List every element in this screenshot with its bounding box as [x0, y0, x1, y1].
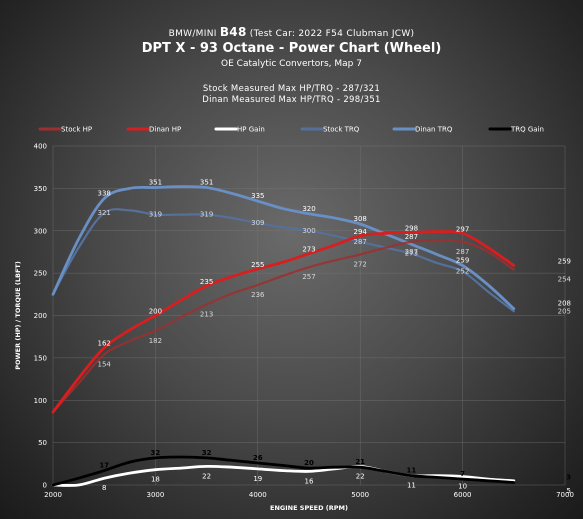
series-line-hp-gain — [51, 464, 516, 487]
data-label-trq-gain: 21 — [355, 458, 365, 466]
data-label-stock-trq: 287 — [354, 238, 367, 246]
stock-max-text: Stock Measured Max HP/TRQ - 287/321 — [202, 84, 381, 94]
data-label-stock-trq: 309 — [251, 219, 264, 227]
data-label-hp-gain: 16 — [305, 477, 314, 485]
y-tick-label: 200 — [34, 312, 47, 320]
data-label-dinan-hp: 259 — [558, 257, 571, 265]
y-tick-label: 150 — [34, 354, 47, 362]
data-label-stock-hp: 154 — [98, 360, 112, 368]
data-label-trq-gain: 11 — [407, 467, 417, 475]
x-tick-label: 4000 — [249, 491, 267, 499]
data-label-stock-hp: 213 — [200, 310, 213, 318]
data-label-stock-hp: 287 — [456, 248, 469, 256]
data-label-dinan-trq: 308 — [354, 215, 367, 223]
test-car-label: (Test Car: 2022 F54 Clubman JCW) — [249, 29, 415, 39]
chart-title: DPT X - 93 Octane - Power Chart (Wheel) — [141, 41, 442, 56]
data-label-trq-gain: 32 — [202, 449, 212, 457]
grid: 0 50 100 150 200 250 300 350 400 2000 3000 4000 5000… — [34, 143, 574, 500]
legend: Stock HP Dinan HP HP Gain Stock TRQ Dinan TR… — [38, 126, 544, 134]
chart-subtitle: OE Catalytic Convertors, Map 7 — [221, 59, 362, 69]
axes: ENGINE SPEED (RPM) POWER (HP) / TORQUE (… — [14, 261, 348, 512]
data-label-stock-trq: 273 — [405, 250, 418, 258]
data-label-hp-gain: 18 — [151, 476, 160, 484]
data-label-stock-trq: 300 — [302, 227, 315, 235]
data-label-dinan-hp: 298 — [405, 224, 418, 232]
data-label-stock-trq: 252 — [456, 267, 469, 275]
data-label-stock-hp: 272 — [354, 260, 367, 268]
y-axis-title: POWER (HP) / TORQUE (LBFT) — [14, 261, 22, 370]
x-tick-label: 7000 — [556, 491, 574, 499]
y-tick-label: 400 — [34, 143, 47, 151]
series-line-stock-trq — [51, 208, 515, 313]
x-tick-label: 5000 — [351, 491, 369, 499]
data-label-dinan-hp: 235 — [200, 278, 213, 286]
data-label-dinan-trq: 287 — [405, 233, 418, 241]
series-line-dinan-hp — [51, 230, 516, 414]
data-label-stock-hp: 182 — [149, 337, 162, 345]
data-label-dinan-trq: 259 — [456, 256, 469, 264]
legend-label-stock-trq: Stock TRQ — [323, 126, 360, 134]
series-line-stock-hp — [51, 238, 515, 414]
y-tick-label: 350 — [34, 185, 47, 193]
x-tick-label: 3000 — [146, 491, 164, 499]
data-label-dinan-hp: 273 — [302, 246, 315, 254]
legend-label-dinan-trq: Dinan TRQ — [415, 126, 453, 134]
y-tick-label: 300 — [34, 227, 47, 235]
data-label-trq-gain: 7 — [460, 470, 465, 478]
data-label-dinan-hp: 162 — [98, 340, 111, 348]
legend-label-stock-hp: Stock HP — [61, 126, 92, 134]
x-axis-title: ENGINE SPEED (RPM) — [270, 504, 348, 512]
brand-label: BMW/MINI — [168, 29, 217, 39]
engine-code: B48 — [219, 25, 247, 39]
dinan-max-text: Dinan Measured Max HP/TRQ - 298/351 — [202, 95, 381, 105]
data-label-hp-gain: 11 — [407, 482, 416, 490]
y-tick-label: 0 — [43, 482, 47, 490]
data-label-trq-gain: 3 — [566, 473, 571, 481]
x-tick-label: 2000 — [44, 491, 62, 499]
data-label-dinan-trq: 320 — [302, 205, 315, 213]
data-label-stock-trq: 319 — [200, 211, 213, 219]
x-tick-label: 6000 — [454, 491, 472, 499]
data-label-dinan-trq: 335 — [251, 192, 264, 200]
data-label-hp-gain: 5 — [567, 487, 571, 495]
series-group — [51, 185, 516, 487]
data-label-dinan-hp: 297 — [456, 225, 469, 233]
legend-label-trq-gain: TRQ Gain — [510, 126, 544, 134]
data-label-stock-hp: 287 — [405, 248, 418, 256]
data-label-trq-gain: 32 — [151, 449, 161, 457]
data-label-hp-gain: 19 — [253, 475, 262, 483]
legend-label-hp-gain: HP Gain — [237, 126, 265, 134]
series-line-dinan-trq — [51, 185, 516, 311]
data-label-trq-gain: 20 — [304, 459, 314, 467]
data-label-stock-trq: 321 — [98, 209, 111, 217]
data-label-hp-gain: 22 — [202, 472, 211, 480]
data-label-dinan-hp: 200 — [149, 308, 162, 316]
data-label-dinan-hp: 255 — [251, 261, 264, 269]
data-label-dinan-trq: 208 — [558, 300, 571, 308]
y-tick-label: 250 — [34, 270, 47, 278]
data-label-hp-gain: 10 — [458, 483, 467, 491]
data-label-stock-hp: 236 — [251, 291, 265, 299]
data-label-stock-hp: 257 — [302, 273, 315, 281]
data-label-trq-gain: 26 — [253, 454, 263, 462]
data-label-stock-trq: 205 — [558, 307, 571, 315]
data-label-trq-gain: 17 — [99, 462, 109, 470]
data-label-stock-hp: 254 — [558, 276, 572, 284]
engine-line: BMW/MINI B48 (Test Car: 2022 F54 Clubman… — [0, 25, 583, 39]
data-label-stock-trq: 319 — [149, 211, 162, 219]
data-label-dinan-trq: 351 — [200, 179, 213, 187]
y-tick-label: 100 — [34, 397, 47, 405]
data-label-dinan-trq: 338 — [98, 190, 111, 198]
legend-label-dinan-hp: Dinan HP — [149, 126, 181, 134]
data-label-hp-gain: 8 — [102, 484, 106, 492]
y-tick-label: 50 — [38, 439, 47, 447]
data-label-dinan-trq: 351 — [149, 179, 162, 187]
data-label-dinan-hp: 294 — [354, 228, 368, 236]
data-label-hp-gain: 22 — [356, 472, 365, 480]
series-line-trq-gain — [51, 455, 516, 487]
